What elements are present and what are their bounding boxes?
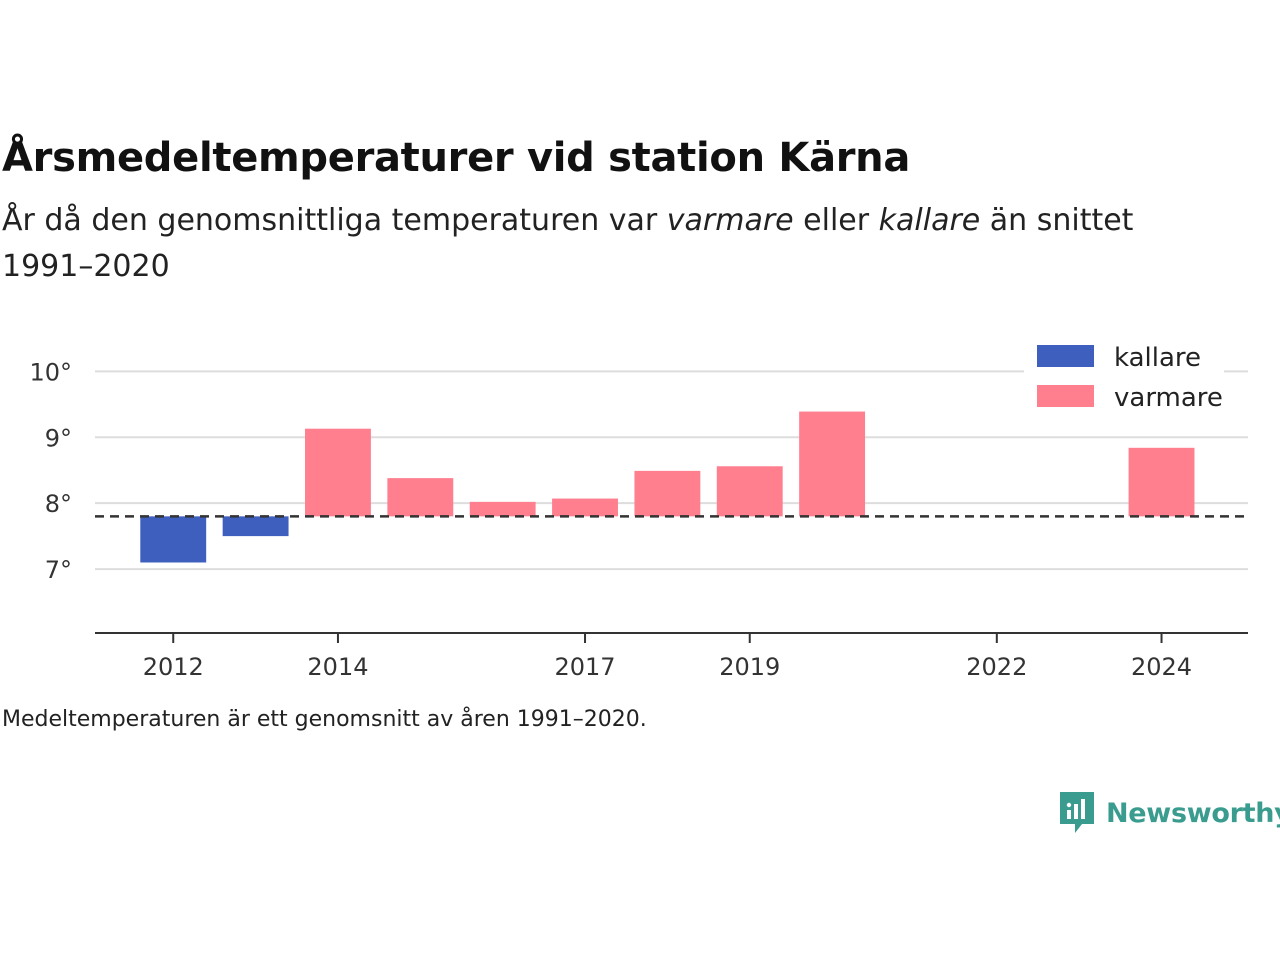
chart-subtitle: År då den genomsnittliga temperaturen va… bbox=[2, 198, 1202, 290]
legend-label-kallare: kallare bbox=[1114, 343, 1201, 373]
temperature-bar-chart: 7° 8° 9° 10° 2012 2014 2017 2019 2022 2024 kallare… bbox=[29, 338, 1248, 681]
x-tick-label: 2022 bbox=[966, 653, 1027, 681]
bar-2012 bbox=[140, 516, 207, 563]
bar-2019 bbox=[716, 466, 783, 517]
bar-2024 bbox=[1128, 447, 1195, 517]
brand-name: Newsworthy bbox=[1106, 797, 1280, 829]
bar-2014 bbox=[305, 428, 371, 517]
x-tick-label: 2012 bbox=[143, 653, 204, 681]
legend-label-varmare: varmare bbox=[1114, 383, 1223, 413]
x-tick-label: 2017 bbox=[554, 653, 615, 681]
y-tick-label: 8° bbox=[45, 490, 72, 518]
newsworthy-logo-icon bbox=[1060, 792, 1094, 833]
subtitle-text-middle: eller bbox=[793, 203, 879, 238]
y-tick-label: 10° bbox=[29, 358, 72, 386]
x-tick-label: 2019 bbox=[719, 653, 780, 681]
bar-2017 bbox=[552, 498, 618, 517]
subtitle-text-start: År då den genomsnittliga temperaturen va… bbox=[2, 203, 667, 238]
y-tick-label: 7° bbox=[45, 556, 72, 584]
x-tick-label: 2024 bbox=[1131, 653, 1192, 681]
bar-2015 bbox=[387, 478, 454, 517]
bar-2016 bbox=[469, 501, 536, 517]
x-tick-label: 2014 bbox=[307, 653, 368, 681]
legend-swatch-kallare bbox=[1037, 345, 1094, 367]
subtitle-warmer: varmare bbox=[666, 203, 794, 238]
bar-2020 bbox=[799, 411, 866, 517]
subtitle-colder: kallare bbox=[878, 203, 981, 238]
subtitle-text-end: än snittet 1991–2020 bbox=[2, 203, 1134, 284]
legend-swatch-varmare bbox=[1037, 385, 1094, 407]
chart-title: Årsmedeltemperaturer vid station Kärna bbox=[2, 135, 911, 181]
footnote: Medeltemperaturen är ett genomsnitt av å… bbox=[2, 707, 647, 732]
brand-logo: Newsworthy bbox=[1058, 790, 1280, 836]
bar-2013 bbox=[222, 516, 289, 537]
y-tick-label: 9° bbox=[45, 424, 72, 452]
bar-2018 bbox=[634, 470, 701, 517]
